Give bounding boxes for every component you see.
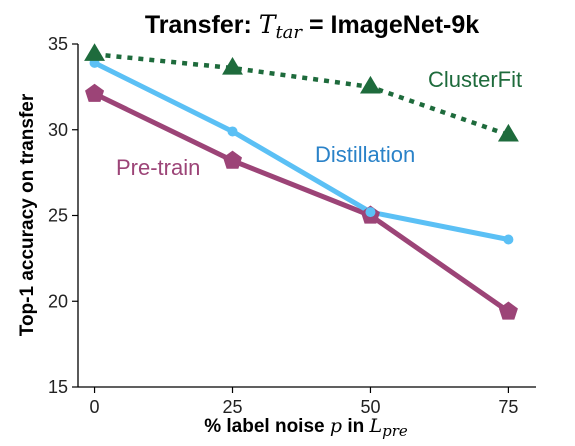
series-line-distillation [92,60,511,243]
chart-title: Transfer: Ttar = ImageNet-9k [145,10,479,43]
series-point-distillation [503,234,514,245]
y-axis-label: Top-1 accuracy on transfer [17,93,38,336]
series-line-clusterfit [94,52,510,138]
x-tick-label: 50 [360,397,380,417]
x-tick-label: 0 [90,397,100,417]
series-lines-layer [92,52,511,315]
x-axis-label-mid: in [342,416,369,437]
series-point-pre-train [498,301,518,320]
ticks-layer: 15 20 25 30 35 0 25 50 75 [48,34,518,417]
series-point-pre-train [85,83,105,102]
x-tick-label: 75 [498,397,518,417]
y-tick-label: 35 [48,34,68,54]
series-label-clusterfit: ClusterFit [428,67,522,92]
chart-title-prefix: Transfer: [145,11,259,39]
series-label-pretrain: Pre-train [116,155,200,180]
x-axis-label-prefix: % label noise [204,416,330,437]
series-point-distillation [227,126,238,137]
series-point-distillation [365,207,376,218]
series-line-pre-train [92,91,511,315]
y-tick-label: 15 [48,377,68,397]
chart-title-var: T [259,10,278,39]
series-point-clusterfit [360,75,381,94]
series-point-clusterfit [84,43,106,61]
y-tick-label: 20 [48,291,68,311]
chart-title-suffix: = ImageNet-9k [302,11,479,39]
series-label-distillation: Distillation [315,142,415,167]
series-markers-layer [84,43,519,320]
series-point-pre-train [222,150,243,169]
x-tick-label: 25 [222,397,242,417]
y-tick-label: 25 [48,206,68,226]
series-point-clusterfit [222,57,243,75]
y-tick-label: 30 [48,120,68,140]
x-axis-label-var2: L [369,415,383,437]
x-axis-label-var2-sub: pre [382,422,408,440]
chart-title-var-sub: tar [275,22,303,43]
series-point-clusterfit [497,123,519,142]
x-axis-label: % label noise p in Lpre [204,415,408,440]
x-axis-label-var: p [330,415,342,437]
